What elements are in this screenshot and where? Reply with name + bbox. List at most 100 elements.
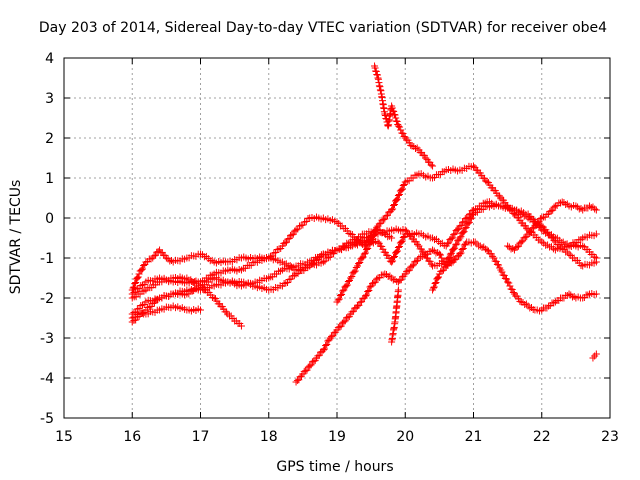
data-point [451,230,459,238]
data-point [352,264,360,271]
y-tick-label: 1 [45,171,54,187]
data-point [395,243,403,250]
data-point [444,261,452,269]
data-point [302,218,310,225]
data-point [162,254,170,262]
data-point [368,236,376,244]
series-arc2 [128,201,600,294]
data-point [409,261,417,269]
data-point [451,244,459,252]
data-point [508,286,516,293]
data-point [363,291,371,299]
data-point [397,238,405,246]
data-point [456,234,464,242]
data-point [333,218,341,226]
data-point [138,265,146,273]
data-point [443,240,451,248]
data-point [361,249,369,257]
data-point [365,287,373,294]
x-tick-label: 15 [55,429,73,445]
data-point [381,215,389,223]
data-point [303,366,311,374]
data-point [388,234,396,242]
data-point [391,201,399,208]
data-point [288,231,296,239]
data-point [319,258,327,266]
data-point [369,235,377,243]
data-point [535,218,543,226]
data-point [592,350,600,358]
data-point [464,213,472,221]
data-point [355,301,363,309]
data-point [432,279,440,286]
data-point [371,64,379,72]
data-point [457,233,465,241]
data-point [459,228,467,236]
data-point [396,276,404,284]
data-point [394,122,402,130]
series-arc10 [388,286,402,346]
data-point [460,228,468,236]
data-series [128,62,600,386]
y-tick-label: 2 [45,131,54,147]
data-point [394,286,402,294]
data-point [517,238,525,246]
data-point [281,239,289,247]
data-point [237,322,245,330]
data-point [359,253,367,261]
data-point [388,258,396,266]
data-point [319,346,327,354]
data-point [388,206,396,214]
data-point [457,249,465,257]
data-point [285,235,293,242]
data-point [373,71,381,79]
data-point [328,332,336,340]
data-point [389,205,397,213]
data-point [336,292,344,299]
data-point [429,246,437,254]
y-axis-ticks: -5 -4 -3 -2 -1 0 1 2 3 4 [40,51,610,427]
data-point [374,222,382,230]
data-point [358,298,366,306]
data-point [339,287,347,295]
data-point [395,191,403,198]
series-arc4 [128,273,245,330]
data-point [130,283,138,291]
data-point [592,290,600,298]
data-point [373,225,381,233]
data-point [400,133,408,140]
data-point [531,222,539,230]
data-point [392,196,400,204]
data-point [342,282,350,290]
data-point [398,237,406,245]
data-point [306,362,314,370]
data-point [516,297,524,305]
data-point [465,218,473,226]
data-point [302,367,310,375]
data-point [289,230,297,238]
data-point [338,291,346,298]
data-point [459,245,467,252]
data-point [515,242,523,250]
data-point [134,273,142,281]
data-point [468,207,476,215]
data-point [390,108,398,115]
y-tick-label: -1 [40,251,54,267]
data-point [147,303,155,310]
data-point [366,283,374,291]
x-tick-label: 16 [123,429,141,445]
data-point [397,186,405,194]
series-arc11 [429,254,457,294]
data-point [565,290,573,298]
data-point [287,275,295,283]
data-point [309,260,317,267]
data-point [450,245,458,253]
data-point [320,345,328,353]
data-point [340,286,348,294]
data-point [414,240,422,248]
data-point [132,279,140,286]
data-point [393,195,401,203]
data-point [483,246,491,254]
data-point [371,231,379,238]
data-point [437,251,445,259]
